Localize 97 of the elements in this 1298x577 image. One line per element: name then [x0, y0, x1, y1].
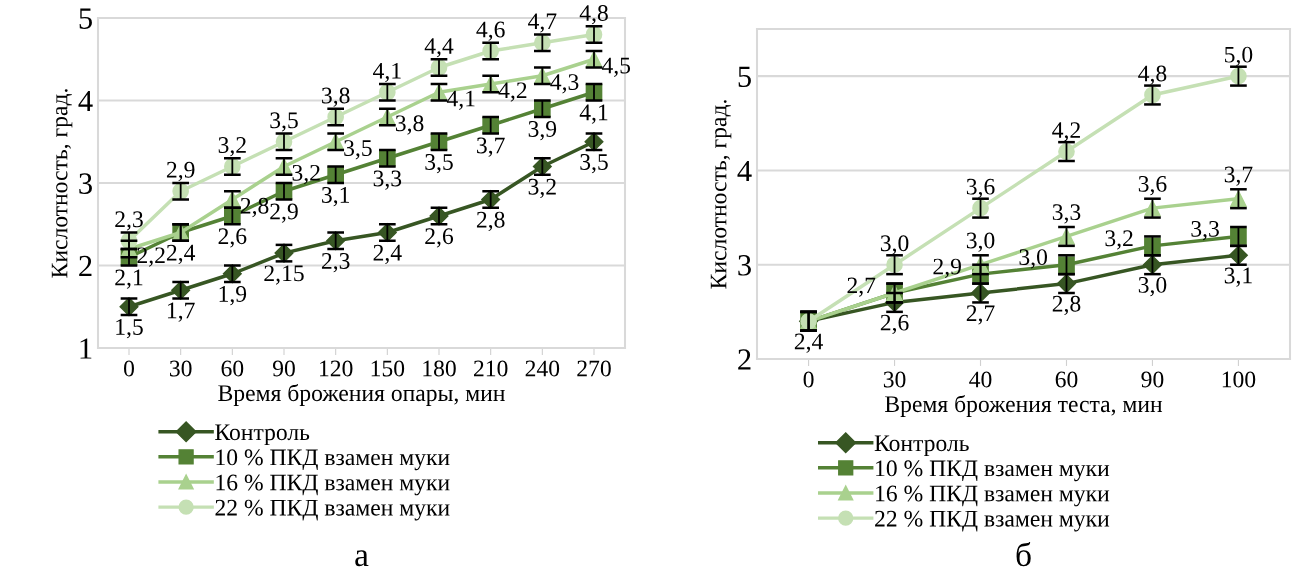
data-label: 2,8 — [1052, 295, 1081, 316]
data-label: 1,5 — [116, 319, 143, 339]
x-tick-label: 150 — [371, 360, 405, 377]
legend-label: 10 % ПКД взамен муки — [216, 449, 450, 471]
legend-label: 16 % ПКД взамен муки — [216, 474, 450, 496]
data-label: 3,1 — [322, 187, 350, 207]
data-label: 3,3 — [1052, 204, 1081, 224]
legend-label: Контроль — [215, 424, 310, 445]
data-label: 4,5 — [601, 57, 631, 77]
data-label: 2,6 — [880, 314, 909, 334]
data-label: 2,6 — [425, 228, 454, 248]
data-label: 3,2 — [292, 164, 320, 185]
text: а — [355, 550, 369, 567]
data-label: 2,9 — [270, 203, 298, 223]
x-axis-title: Время брожения опары, мин — [218, 384, 505, 406]
data-label: 4,4 — [424, 38, 454, 58]
x-tick-label: 0 — [803, 371, 814, 388]
data-label: 5,0 — [1225, 46, 1253, 67]
x-tick-label: 40 — [969, 371, 992, 388]
x-tick-label: 90 — [272, 360, 295, 377]
y-tick-label: 2 — [738, 349, 751, 370]
data-label: 3,5 — [580, 154, 608, 174]
data-label: 2,4 — [373, 244, 402, 265]
data-label: 3,0 — [1138, 276, 1167, 297]
data-label: 2,2 — [137, 247, 165, 267]
x-tick-label: 60 — [1055, 371, 1078, 388]
x-tick-label: 30 — [883, 371, 906, 388]
data-label: 3,6 — [966, 178, 995, 199]
y-axis-title: Кислотность, град. — [51, 89, 73, 278]
text: б — [1016, 542, 1031, 567]
y-axis-title: Кислотность, град. — [710, 100, 732, 289]
data-label: 2,4 — [166, 244, 196, 265]
legend-label: 22 % ПКД взамен муки — [875, 510, 1110, 532]
data-label: 4,1 — [579, 104, 608, 124]
y-tick-label: 5 — [738, 66, 751, 88]
data-label: 4,2 — [1052, 122, 1080, 142]
legend-label: Контроль — [874, 435, 969, 456]
x-tick-label: 100 — [1222, 371, 1256, 388]
y-tick-label: 4 — [737, 160, 752, 182]
y-tick-label: 1 — [80, 338, 92, 359]
data-label: 2,9 — [166, 161, 195, 182]
data-label: 3,0 — [966, 232, 995, 252]
x-tick-label: 90 — [1141, 371, 1164, 388]
data-label: 4,1 — [446, 90, 475, 110]
data-label: 1,9 — [219, 286, 247, 306]
data-label: 3,9 — [528, 121, 557, 141]
legend-label: 10 % ПКД взамен муки — [876, 460, 1110, 482]
x-tick-label: 180 — [423, 360, 456, 377]
data-label: 2,1 — [115, 269, 143, 289]
data-label: 2,8 — [476, 211, 505, 232]
data-label: 3,7 — [477, 137, 505, 157]
y-tick-label: 2 — [79, 255, 92, 277]
x-tick-label: 210 — [473, 360, 508, 377]
data-label: 3,2 — [1105, 230, 1133, 250]
data-label: 4,8 — [579, 5, 608, 25]
data-label: 3,5 — [270, 112, 298, 132]
data-label: 3,3 — [373, 170, 402, 190]
data-label: 2,15 — [264, 265, 304, 285]
data-label: 4,1 — [373, 62, 401, 83]
data-label: 3,0 — [880, 235, 909, 255]
data-label: 3,8 — [395, 115, 424, 135]
x-axis-title: Время брожения теста, мин — [885, 395, 1163, 417]
data-label: 2,9 — [933, 258, 961, 278]
data-label: 2,6 — [218, 228, 247, 248]
y-tick-label: 3 — [738, 255, 751, 276]
x-tick-label: 30 — [169, 360, 192, 377]
legend-label: 22 % ПКД взамен муки — [215, 499, 450, 521]
data-label: 2,3 — [115, 211, 143, 231]
data-label: 2,3 — [321, 253, 350, 273]
data-label: 4,7 — [528, 13, 557, 33]
data-label: 3,1 — [1224, 267, 1252, 287]
y-tick-label: 5 — [79, 8, 92, 29]
data-label: 3,3 — [1191, 220, 1219, 241]
data-label: 3,2 — [528, 178, 556, 199]
data-label: 1,7 — [167, 302, 195, 322]
legend-label: 16 % ПКД взамен муки — [876, 485, 1110, 507]
x-tick-label: 0 — [124, 360, 134, 377]
x-tick-label: 60 — [221, 360, 244, 377]
data-label: 4,2 — [498, 82, 527, 102]
x-tick-label: 120 — [320, 360, 353, 377]
data-label: 3,5 — [425, 154, 453, 174]
data-label: 3,0 — [1019, 249, 1048, 269]
y-tick-label: 3 — [79, 173, 92, 194]
x-tick-label: 270 — [577, 360, 611, 377]
data-label: 3,5 — [344, 140, 372, 160]
data-label: 3,6 — [1138, 175, 1167, 196]
data-label: 4,3 — [550, 74, 579, 94]
data-label: 3,8 — [322, 87, 350, 107]
y-tick-label: 4 — [78, 90, 93, 112]
data-label: 2,7 — [847, 277, 876, 297]
data-label: 3,2 — [218, 137, 246, 157]
data-label: 4,6 — [476, 21, 505, 41]
data-label: 2,4 — [794, 333, 823, 353]
data-label: 3,7 — [1224, 166, 1253, 186]
data-label: 2,7 — [966, 305, 995, 325]
x-tick-label: 240 — [525, 360, 560, 377]
data-label: 4,8 — [1138, 65, 1167, 85]
